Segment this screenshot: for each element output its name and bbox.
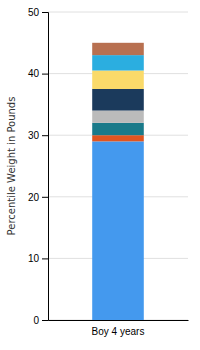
x-axis: Boy 4 years [49, 321, 189, 338]
y-tick-label: 20 [28, 192, 40, 203]
bar-segment [92, 123, 144, 135]
y-tick-mark [42, 135, 48, 136]
y-tick: 30 [28, 130, 48, 141]
x-tick: Boy 4 years [92, 326, 145, 337]
bar-segment [92, 43, 144, 55]
grid [48, 12, 188, 320]
y-tick-mark [42, 320, 48, 321]
y-tick-label: 30 [28, 130, 40, 141]
y-tick-mark [42, 197, 48, 198]
bar-segment [92, 55, 144, 70]
bar-segment [92, 141, 144, 320]
y-tick: 0 [33, 315, 48, 326]
bar-segment [92, 111, 144, 123]
y-axis-line [42, 13, 49, 321]
plot: 0 10 20 30 40 50 Boy 4 years [28, 7, 189, 337]
y-tick: 10 [28, 253, 48, 264]
bar-segment [92, 71, 144, 89]
y-tick-label: 50 [28, 7, 40, 18]
bar-segment [92, 89, 144, 111]
grid-line [48, 12, 188, 13]
y-tick: 20 [28, 192, 48, 203]
bar-segment [92, 135, 144, 141]
y-tick: 40 [28, 68, 48, 79]
y-axis: 0 10 20 30 40 50 [28, 7, 49, 326]
y-tick-label: 10 [28, 253, 40, 264]
chart: 0 10 20 30 40 50 Boy 4 years Percentile Weight … [0, 0, 200, 350]
y-tick: 50 [28, 7, 48, 18]
y-axis-title: Percentile Weight in Pounds [6, 97, 17, 236]
y-tick-label: 40 [28, 68, 40, 79]
y-tick-mark [42, 12, 48, 13]
y-tick-label: 0 [33, 315, 39, 326]
bars [92, 43, 144, 320]
y-tick-mark [42, 258, 48, 259]
y-tick-mark [42, 74, 48, 75]
x-axis-line [49, 320, 189, 321]
x-tick-label: Boy 4 years [92, 326, 145, 337]
